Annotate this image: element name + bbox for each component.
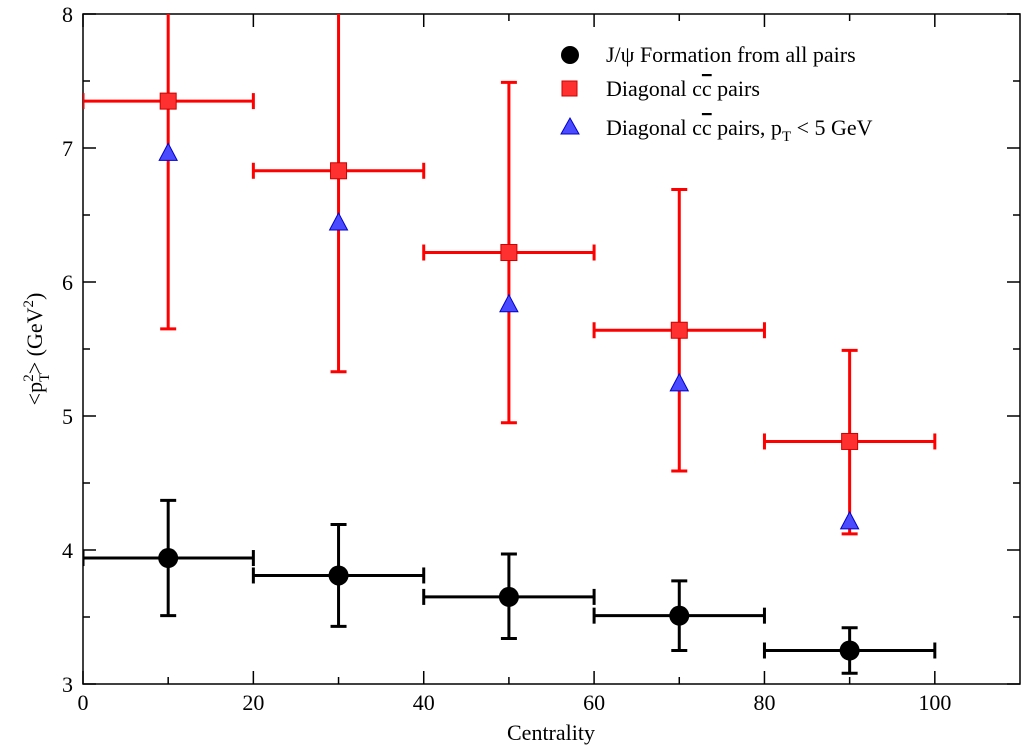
data-point bbox=[500, 244, 518, 262]
data-point bbox=[669, 605, 690, 626]
x-tick-labels: 0 20 40 60 80 100 bbox=[78, 690, 952, 715]
legend-label-diagonal: Diagonal cc pairs bbox=[606, 76, 760, 101]
data-point bbox=[499, 293, 519, 313]
legend-marker-triangle bbox=[560, 116, 580, 135]
data-point bbox=[159, 92, 177, 110]
data-point bbox=[669, 372, 690, 392]
series-square bbox=[83, 14, 937, 536]
legend-label-diagonal-pt: Diagonal cc pairs, pT < 5 GeV bbox=[606, 115, 873, 145]
data-point bbox=[158, 142, 179, 161]
legend-label-jpsi: J/ψ Formation from all pairs bbox=[606, 42, 856, 67]
y-tick-labels: 3 4 5 6 7 8 bbox=[62, 2, 73, 697]
x-tick-label: 0 bbox=[78, 690, 89, 715]
plot-frame bbox=[82, 13, 1021, 685]
y-tick-label: 7 bbox=[62, 136, 73, 161]
y-tick-label: 4 bbox=[62, 538, 73, 563]
x-axis-title: Centrality bbox=[507, 720, 595, 745]
data-point bbox=[498, 586, 519, 607]
y-tick-label: 3 bbox=[62, 672, 73, 697]
series-triangle bbox=[158, 142, 860, 530]
y-axis-title: <pT2> (GeV2) bbox=[21, 293, 53, 406]
data-point bbox=[328, 565, 349, 586]
data-point bbox=[839, 640, 860, 661]
legend-marker-circle bbox=[561, 46, 579, 64]
y-tick-label: 6 bbox=[62, 270, 73, 295]
y-tick-label: 8 bbox=[62, 2, 73, 27]
data-point bbox=[839, 510, 860, 530]
legend: J/ψ Formation from all pairs Diagonal cc… bbox=[560, 42, 873, 145]
legend-marker-square bbox=[561, 80, 578, 97]
data-point bbox=[328, 211, 349, 231]
data-point bbox=[158, 548, 179, 569]
x-tick-label: 40 bbox=[413, 690, 435, 715]
data-point bbox=[330, 162, 348, 180]
y-tick-label: 5 bbox=[62, 404, 73, 429]
x-tick-label: 80 bbox=[753, 690, 775, 715]
data-point bbox=[670, 321, 688, 339]
series-circle bbox=[83, 498, 937, 675]
x-tick-label: 100 bbox=[918, 690, 951, 715]
axis-ticks bbox=[82, 13, 1020, 685]
x-tick-label: 60 bbox=[583, 690, 605, 715]
x-tick-label: 20 bbox=[242, 690, 264, 715]
data-point bbox=[841, 432, 859, 450]
